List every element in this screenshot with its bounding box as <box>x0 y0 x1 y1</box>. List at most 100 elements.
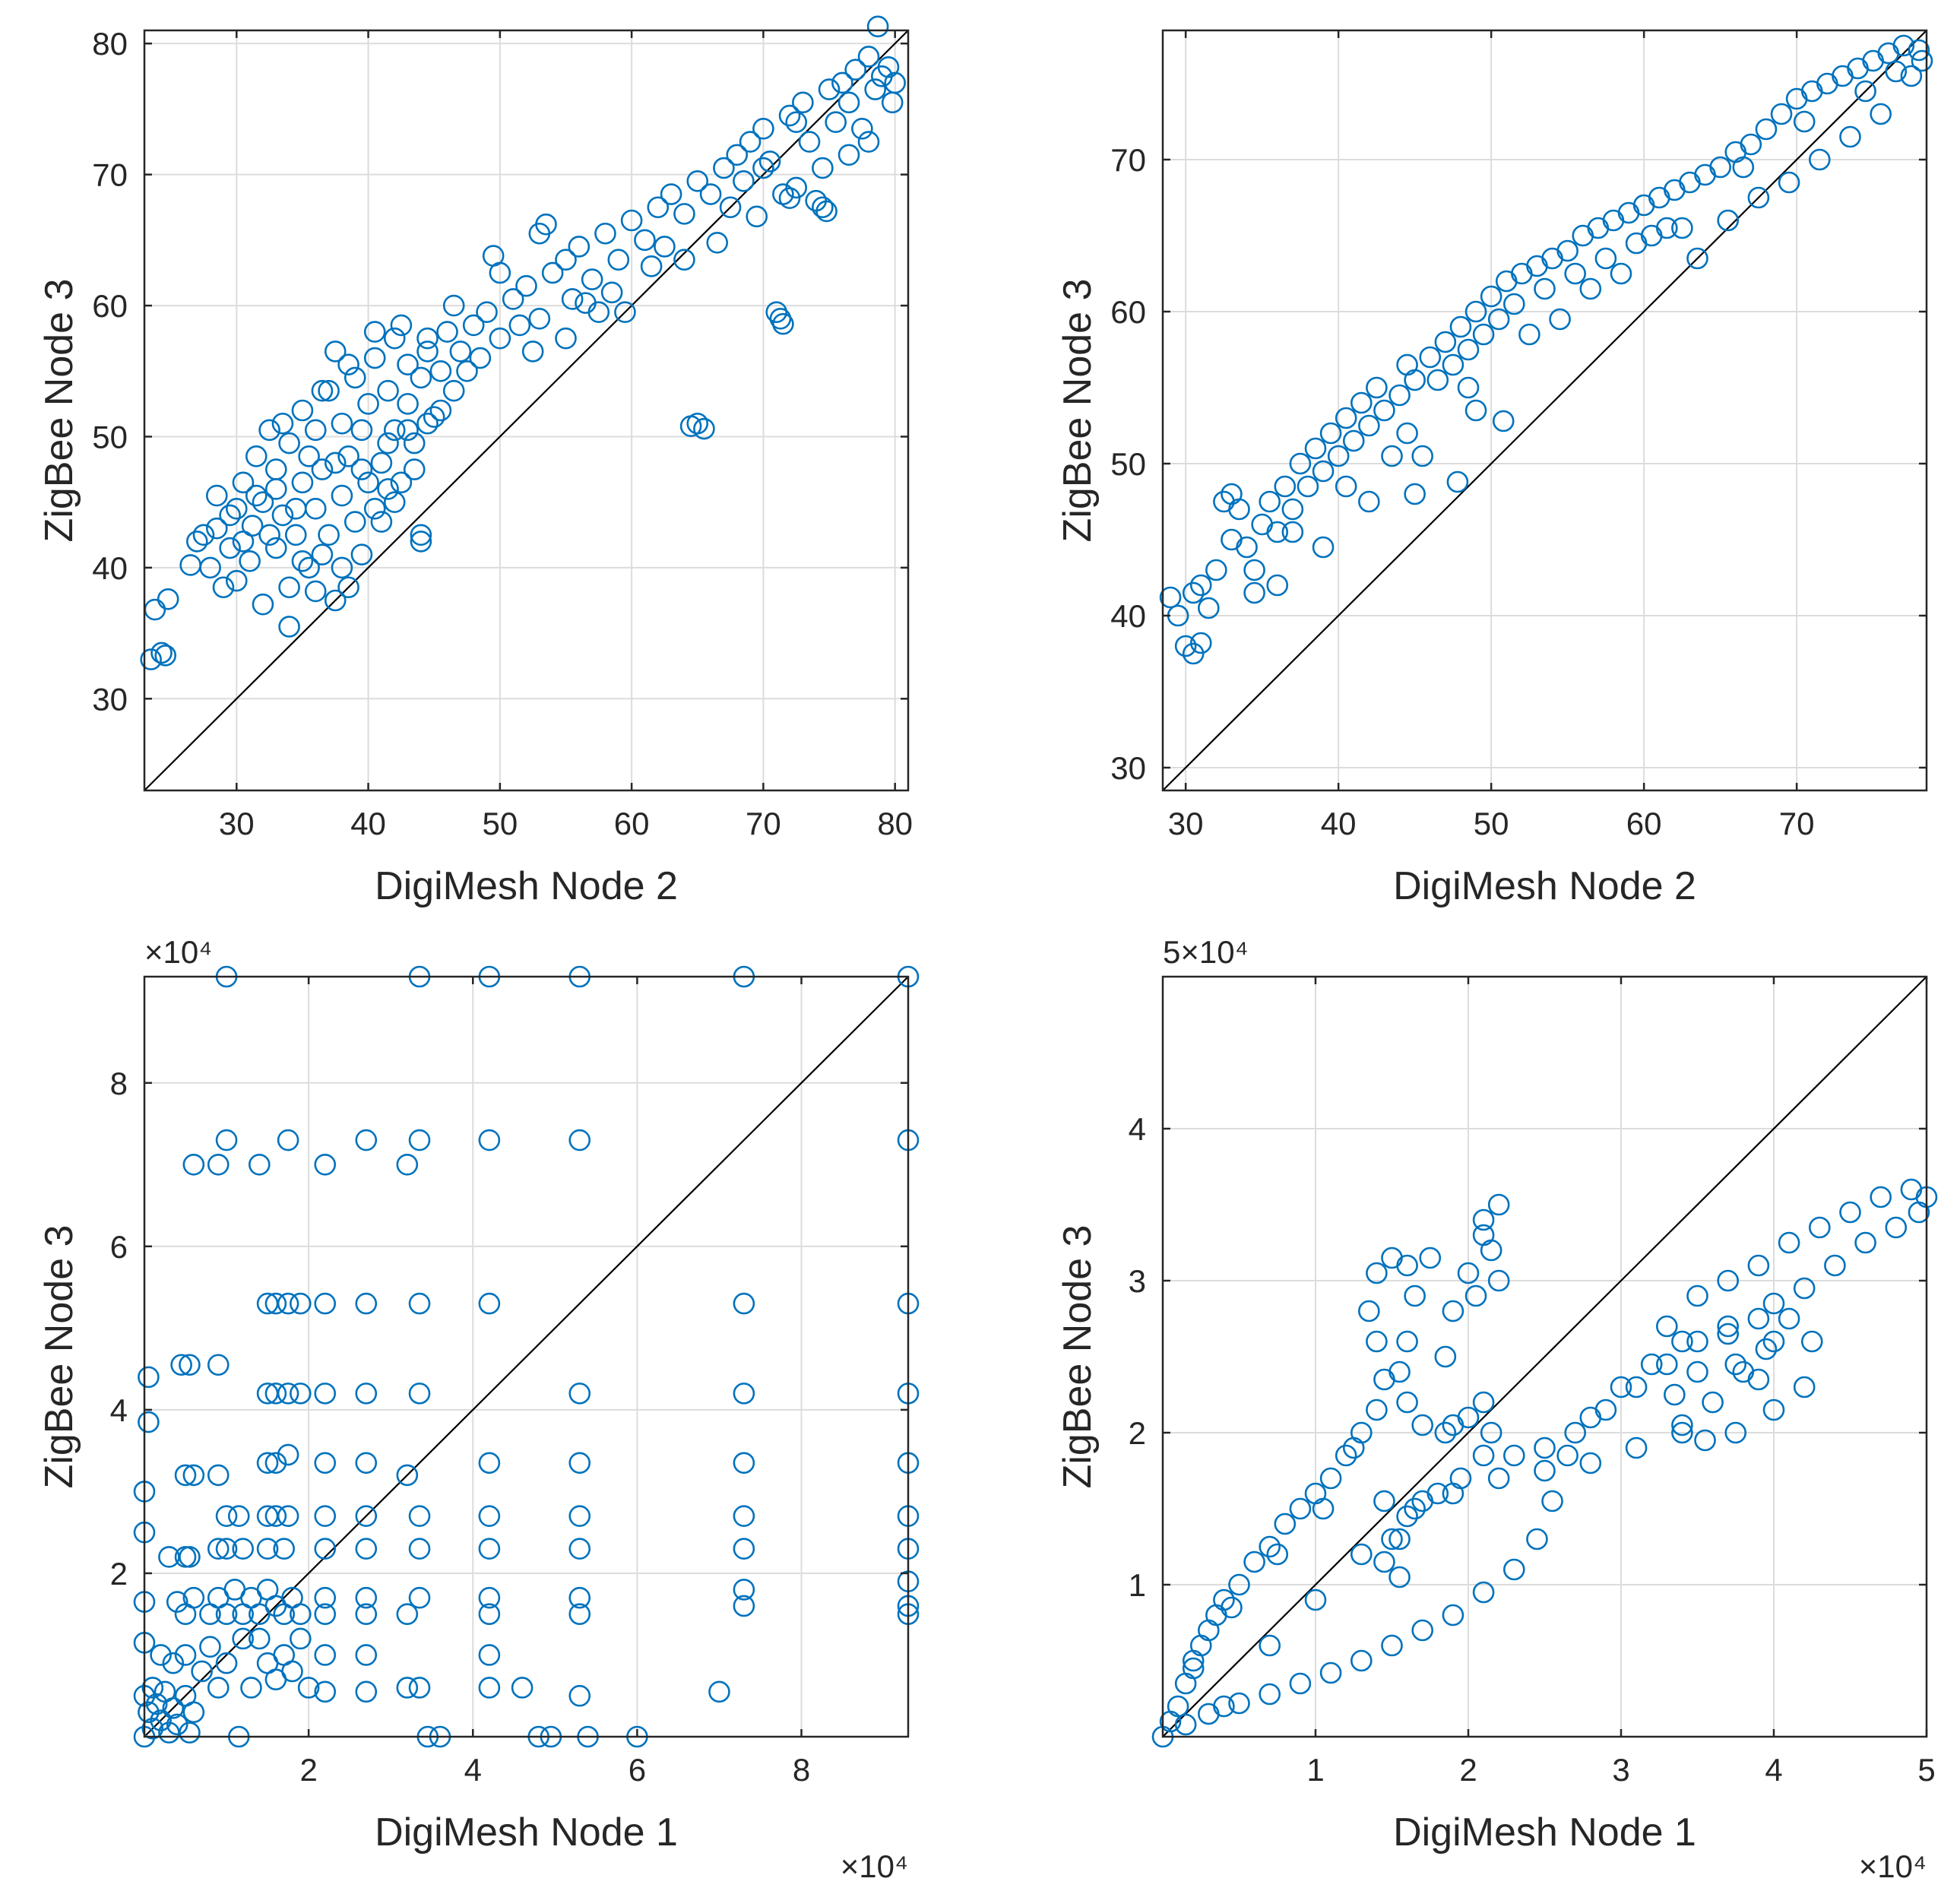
data-point <box>429 360 452 382</box>
data-point <box>1312 1497 1335 1520</box>
data-point <box>192 524 215 546</box>
data-point <box>344 366 366 389</box>
data-point <box>314 1154 337 1176</box>
data-point <box>1404 483 1426 505</box>
data-point <box>1396 422 1418 445</box>
x-axis-multiplier: ×10⁴ <box>841 1848 908 1884</box>
data-point <box>245 445 268 467</box>
y-axis-label: ZigBee Node 3 <box>37 1225 81 1489</box>
data-point <box>535 213 557 236</box>
data-point <box>403 458 426 480</box>
x-tick-label: 50 <box>482 806 518 841</box>
chart-top-left: 30 40 50 60 70 80 30 40 50 60 70 80 DigiMesh Node 2 Z… <box>37 15 913 908</box>
data-point <box>1457 1262 1480 1284</box>
data-point <box>429 399 452 422</box>
y-tick-label: 70 <box>92 157 128 193</box>
data-point <box>314 1292 337 1315</box>
x-tick-label: 70 <box>1779 806 1815 841</box>
data-point <box>324 341 347 363</box>
data-point <box>355 1292 378 1315</box>
data-point <box>241 515 264 537</box>
data-point <box>1274 475 1297 498</box>
y-tick-label: 60 <box>92 288 128 324</box>
x-tick-label: 2 <box>1459 1752 1477 1788</box>
data-point <box>1449 315 1472 338</box>
data-point <box>673 249 695 271</box>
data-point <box>410 531 432 553</box>
data-point <box>1396 1391 1418 1414</box>
data-point <box>1464 1284 1487 1307</box>
data-point <box>469 347 492 369</box>
data-point <box>1189 574 1212 597</box>
data-point <box>1182 642 1205 665</box>
x-tick-label: 50 <box>1474 806 1509 841</box>
data-point <box>410 366 432 389</box>
data-point <box>1228 1573 1250 1596</box>
x-tick-label: 4 <box>1765 1752 1782 1788</box>
data-point <box>1854 80 1876 103</box>
data-point <box>1182 1657 1205 1680</box>
data-point <box>476 301 498 323</box>
data-point <box>408 1677 431 1699</box>
data-point <box>1640 1353 1663 1376</box>
data-point <box>1526 1528 1548 1550</box>
data-point <box>1793 1277 1816 1300</box>
data-point <box>206 484 228 507</box>
data-point <box>179 1354 201 1376</box>
data-point <box>1472 1208 1495 1231</box>
data-point <box>1266 1543 1289 1566</box>
data-point <box>1464 399 1487 422</box>
data-point <box>600 281 623 304</box>
data-point <box>1464 300 1487 323</box>
data-point <box>1304 1589 1327 1611</box>
data-point <box>785 176 808 199</box>
data-point <box>357 471 379 494</box>
data-point <box>838 144 860 166</box>
data-point <box>1289 452 1312 475</box>
data-point <box>290 1292 312 1315</box>
data-point <box>278 616 300 638</box>
data-point <box>207 1354 230 1376</box>
data-point <box>355 1538 378 1560</box>
data-point <box>654 236 676 258</box>
y-tick-label: 2 <box>1129 1415 1146 1451</box>
data-point <box>1366 1398 1388 1421</box>
data-point <box>1503 1444 1525 1467</box>
y-tick-label: 2 <box>110 1556 128 1592</box>
data-point <box>245 484 268 507</box>
data-point <box>258 524 280 546</box>
data-point <box>772 312 794 335</box>
data-point <box>1281 498 1304 521</box>
y-tick-label: 8 <box>110 1066 128 1101</box>
y-tick-label: 6 <box>110 1229 128 1265</box>
data-point <box>162 1652 185 1674</box>
data-point <box>207 1464 230 1487</box>
data-point <box>568 1603 591 1626</box>
data-point <box>1243 1550 1265 1573</box>
data-point <box>355 1383 378 1405</box>
data-point <box>355 1586 378 1609</box>
data-point <box>215 1129 238 1151</box>
data-point <box>331 484 353 507</box>
data-point <box>607 249 630 271</box>
data-point <box>370 511 393 533</box>
data-point <box>264 537 287 559</box>
data-point <box>355 1129 378 1151</box>
data-point <box>1221 1596 1243 1619</box>
data-point <box>1762 1330 1785 1353</box>
data-point <box>1656 1353 1678 1376</box>
data-point <box>581 268 603 290</box>
data-point <box>478 1603 501 1626</box>
data-point <box>314 1586 337 1609</box>
data-point <box>278 576 300 599</box>
data-point <box>1358 490 1380 513</box>
data-point <box>396 1154 419 1176</box>
data-point <box>478 1129 501 1151</box>
data-point <box>686 169 709 192</box>
data-point <box>1770 103 1793 125</box>
data-point <box>154 645 177 667</box>
data-point <box>1259 1535 1281 1558</box>
data-point <box>314 1603 337 1626</box>
data-point <box>1472 1444 1495 1467</box>
y-tick-label: 40 <box>92 550 128 586</box>
